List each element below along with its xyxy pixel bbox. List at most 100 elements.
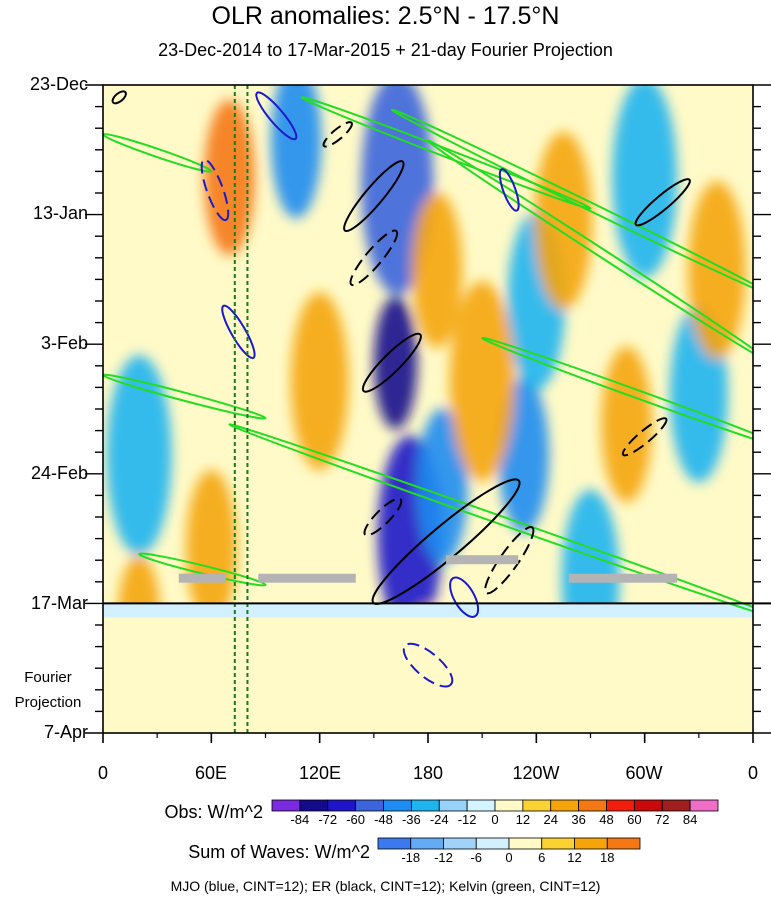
obs-colorbar-swatch bbox=[466, 799, 496, 812]
missing-data-bar bbox=[178, 573, 226, 583]
waves-colorbar-swatch bbox=[541, 837, 575, 850]
axis-ticks bbox=[85, 84, 771, 743]
obs-colorbar-label: -12 bbox=[457, 812, 477, 827]
projection-band bbox=[103, 603, 753, 618]
chart-subtitle: 23-Dec-2014 to 17-Mar-2015 + 21-day Four… bbox=[158, 40, 613, 60]
obs-colorbar-label: -24 bbox=[429, 812, 449, 827]
obs-colorbar-swatch bbox=[383, 799, 412, 812]
obs-colorbar-swatch bbox=[494, 799, 524, 812]
er-contour bbox=[484, 526, 535, 595]
projection-label-line2: Projection bbox=[14, 694, 82, 711]
y-tick-label: 17-Mar bbox=[30, 593, 88, 613]
obs-colorbar-label: -72 bbox=[318, 812, 338, 827]
er-contour bbox=[111, 90, 127, 105]
mjo-contour bbox=[498, 168, 520, 212]
anomaly-blob bbox=[186, 470, 237, 626]
obs-colorbar-swatch bbox=[606, 799, 635, 812]
obs-colorbar-label: -48 bbox=[374, 812, 393, 827]
anomaly-blob bbox=[601, 346, 652, 503]
obs-colorbar-swatch bbox=[299, 799, 329, 812]
obs-colorbar-swatch bbox=[410, 799, 440, 812]
waves-colorbar-label: 6 bbox=[538, 850, 546, 865]
waves-colorbar-swatch bbox=[508, 837, 543, 850]
kelvin-contours bbox=[103, 96, 753, 623]
x-tick-label: 0 bbox=[97, 763, 108, 783]
mjo-contour bbox=[255, 91, 298, 141]
kelvin-contour bbox=[426, 139, 753, 364]
anomaly-blob bbox=[290, 292, 349, 471]
wave-contours bbox=[111, 90, 691, 688]
waves-colorbar-label: -6 bbox=[470, 850, 483, 865]
obs-colorbar-swatch bbox=[578, 799, 607, 812]
x-tick-label: 120W bbox=[512, 763, 560, 783]
obs-colorbar-swatch bbox=[522, 799, 552, 812]
anomaly-blob bbox=[106, 355, 172, 556]
waves-colorbar-label: 18 bbox=[600, 850, 615, 865]
waves-colorbar-swatch bbox=[443, 837, 477, 850]
obs-colorbar-swatch bbox=[689, 799, 719, 812]
waves-colorbar-title: Sum of Waves: W/m^2 bbox=[188, 842, 370, 862]
x-tick-label: 180 bbox=[412, 763, 444, 783]
obs-colorbar-swatch bbox=[327, 799, 357, 812]
obs-colorbar-label: 12 bbox=[515, 812, 531, 827]
obs-colorbar-swatch bbox=[550, 799, 580, 812]
missing-data-bar bbox=[568, 573, 678, 583]
wave-legend-footer: MJO (blue, CINT=12); ER (black, CINT=12)… bbox=[170, 878, 601, 894]
er-contour bbox=[343, 160, 405, 233]
chart-title: OLR anomalies: 2.5°N - 17.5°N bbox=[211, 2, 560, 30]
obs-colorbar-label: 72 bbox=[655, 812, 670, 827]
waves-colorbar-label: 0 bbox=[505, 850, 513, 865]
waves-colorbar-swatch bbox=[410, 837, 444, 850]
projection-label-line1: Fourier bbox=[24, 669, 72, 686]
obs-colorbar-label: 60 bbox=[627, 812, 642, 827]
er-contour bbox=[363, 497, 403, 537]
anomaly-blob bbox=[204, 99, 255, 256]
missing-data-bar bbox=[258, 573, 356, 583]
mjo-contour bbox=[449, 576, 480, 618]
obs-colorbar-label: 24 bbox=[543, 812, 558, 827]
anomaly-blob bbox=[411, 192, 463, 348]
mjo-contour bbox=[221, 304, 256, 360]
waves-colorbar-swatch bbox=[606, 837, 641, 850]
anomaly-blob bbox=[373, 296, 418, 430]
er-contour bbox=[621, 417, 668, 457]
y-tick-label: 7-Apr bbox=[43, 722, 88, 742]
y-tick-label: 23-Dec bbox=[29, 74, 88, 94]
waves-colorbar-swatch bbox=[377, 837, 412, 850]
obs-colorbar-label: 36 bbox=[571, 812, 586, 827]
obs-colorbar-swatch bbox=[271, 799, 301, 812]
waves-colorbar-swatch bbox=[475, 837, 510, 850]
projection-background bbox=[103, 603, 753, 733]
waves-colorbar-label: -12 bbox=[434, 850, 453, 865]
kelvin-contour bbox=[481, 336, 753, 451]
colorbars bbox=[271, 799, 719, 850]
x-tick-label: 60E bbox=[194, 763, 228, 783]
er-contour bbox=[349, 229, 399, 287]
fourier-projection-field bbox=[103, 603, 753, 733]
kelvin-contour bbox=[103, 373, 267, 420]
er-contour bbox=[322, 121, 353, 148]
obs-colorbar-swatch bbox=[438, 799, 468, 812]
mjo-contour bbox=[200, 158, 230, 222]
obs-colorbar-title: Obs: W/m^2 bbox=[164, 802, 263, 822]
x-tick-label: 60W bbox=[625, 763, 663, 783]
er-contour bbox=[634, 178, 691, 227]
y-tick-label: 24-Feb bbox=[30, 463, 88, 483]
kelvin-contour bbox=[300, 96, 592, 210]
anomaly-blob bbox=[534, 131, 593, 310]
obs-colorbar-swatch bbox=[661, 799, 691, 812]
mjo-contour bbox=[402, 642, 454, 688]
waves-colorbar-label: -18 bbox=[401, 850, 421, 865]
missing-data-markers bbox=[178, 555, 678, 583]
reference-lines bbox=[233, 85, 249, 733]
obs-colorbar-label: -84 bbox=[290, 812, 310, 827]
anomaly-blob bbox=[449, 281, 515, 482]
obs-colorbar-swatch bbox=[355, 799, 384, 812]
kelvin-contour bbox=[228, 423, 753, 623]
y-tick-label: 13-Jan bbox=[32, 203, 88, 223]
anomaly-blob bbox=[270, 85, 322, 219]
anomaly-blob bbox=[417, 408, 468, 564]
obs-colorbar-label: -60 bbox=[346, 812, 366, 827]
waves-colorbar-swatch bbox=[574, 837, 608, 850]
